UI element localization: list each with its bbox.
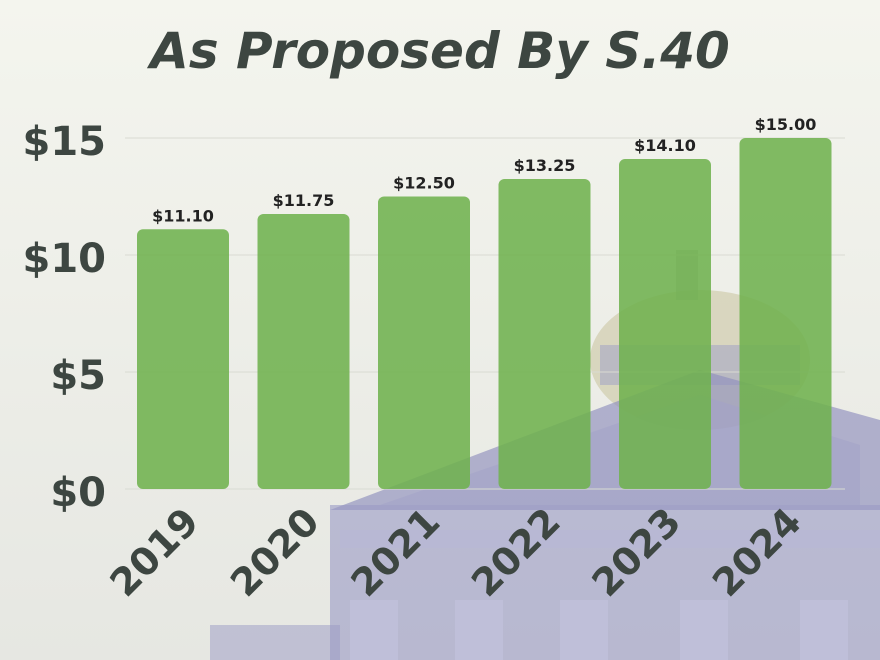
y-axis-tick-labels: $0 $5 $10 $15 (23, 119, 107, 516)
data-label: $11.75 (273, 191, 335, 210)
bar-2022 (498, 178, 591, 489)
data-labels: $11.10 $11.75 $12.50 $13.25 $14.10 $15.00 (152, 115, 816, 225)
y-tick-label: $5 (50, 353, 106, 399)
data-label: $14.10 (634, 136, 696, 155)
x-tick-label: 2023 (583, 499, 689, 605)
x-tick-label: 2022 (463, 499, 569, 605)
x-tick-label: 2021 (342, 499, 448, 605)
data-label: $12.50 (393, 174, 455, 193)
bar-2019 (137, 229, 229, 489)
data-label: $13.25 (514, 156, 576, 175)
y-tick-label: $15 (23, 119, 107, 165)
y-tick-label: $0 (50, 470, 106, 516)
data-label: $15.00 (755, 115, 817, 134)
y-tick-label: $10 (23, 236, 107, 282)
bar-2020 (257, 214, 350, 490)
bar-2023 (619, 159, 711, 489)
gridlines (125, 137, 845, 490)
data-label: $11.10 (152, 206, 214, 225)
bar-2021 (378, 196, 470, 489)
x-tick-label: 2019 (101, 499, 207, 605)
x-axis-tick-labels: 2019 2020 2021 2022 2023 2024 (101, 499, 809, 605)
x-tick-label: 2024 (704, 499, 810, 605)
bar-2024 (739, 138, 832, 489)
chart-title: As Proposed By S.40 (150, 22, 730, 80)
bars (137, 138, 832, 490)
x-tick-label: 2020 (222, 499, 328, 605)
